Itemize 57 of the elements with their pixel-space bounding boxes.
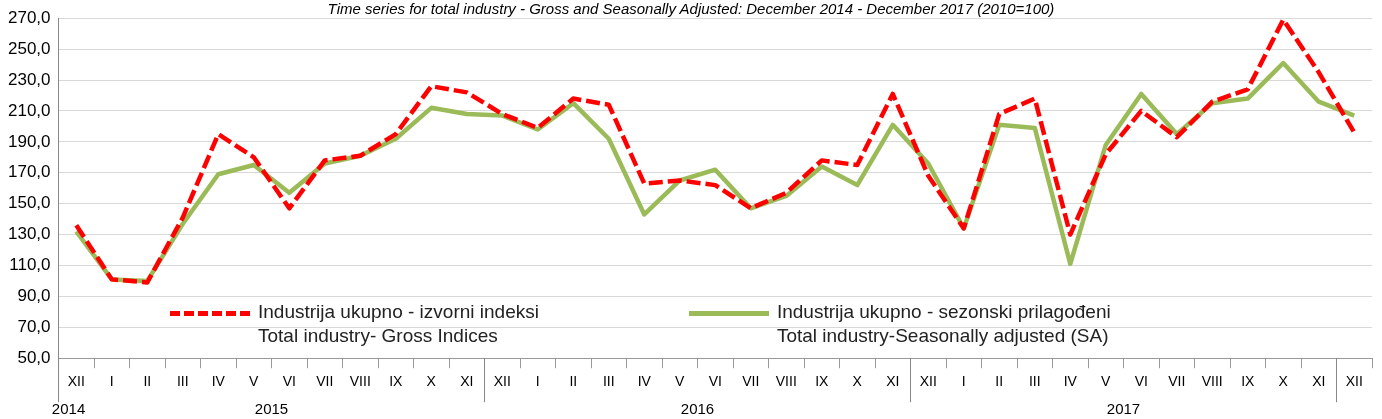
x-tick-label: III — [176, 373, 189, 390]
x-tick-label: IV — [637, 373, 652, 390]
x-tick-label: II — [569, 373, 578, 390]
y-tick-label: 170,0 — [7, 162, 51, 182]
y-tick-label: 250,0 — [7, 38, 51, 58]
x-tick-label: IV — [1063, 373, 1078, 390]
y-tick-label: 150,0 — [7, 193, 51, 213]
x-tick-label: I — [961, 373, 966, 390]
x-tick-label: VI — [708, 373, 722, 390]
x-tick-label: VIII — [349, 373, 371, 390]
x-tick-label: XII — [67, 373, 85, 390]
x-tick-label: IV — [211, 373, 226, 390]
x-tick-label: VII — [316, 373, 334, 390]
x-tick-label: VIII — [775, 373, 797, 390]
x-tick-label: IX — [1241, 373, 1256, 390]
x-tick-label: VII — [742, 373, 760, 390]
y-tick-label: 270,0 — [7, 7, 51, 27]
x-tick-label: VIII — [1201, 373, 1223, 390]
x-tick-label: III — [602, 373, 615, 390]
x-tick-label: I — [535, 373, 540, 390]
legend-label: Industrija ukupno - sezonski prilagođeni Total industry-Seasonally adjusted (SA) — [776, 300, 1111, 348]
x-tick-label: X — [426, 373, 437, 390]
x-tick-label: V — [675, 373, 686, 390]
x-tick-label: XII — [493, 373, 511, 390]
x-tick-label: XI — [886, 373, 900, 390]
line-series — [74, 18, 1357, 285]
text: 2016 — [680, 399, 715, 417]
y-tick-label: 190,0 — [7, 131, 51, 151]
x-tick-label: IX — [815, 373, 830, 390]
y-tick-label: 230,0 — [7, 69, 51, 89]
x-tick-label: XI — [460, 373, 474, 390]
x-tick-label: X — [852, 373, 863, 390]
x-tick-label: VI — [282, 373, 296, 390]
x-tick-label: IX — [389, 373, 404, 390]
text: 2015 — [254, 399, 289, 417]
y-tick-label: 110,0 — [9, 255, 51, 275]
x-tick-label: II — [995, 373, 1004, 390]
x-tick-label: I — [109, 373, 114, 390]
x-tick-label: XII — [1345, 373, 1363, 390]
legend-label: Industrija ukupno - izvorni indeksi Total industry- Gross Indices — [258, 300, 539, 348]
x-tick-label: XI — [1312, 373, 1326, 390]
y-tick-label: 70,0 — [17, 316, 51, 336]
y-tick-label: 90,0 — [17, 286, 51, 306]
text: 2017 — [1106, 399, 1141, 417]
text: 2014 — [51, 399, 86, 417]
x-tick-label: II — [143, 373, 152, 390]
x-tick-label: V — [249, 373, 260, 390]
x-tick-label: VI — [1134, 373, 1148, 390]
y-tick-label: 130,0 — [7, 224, 51, 244]
x-tick-label: X — [1278, 373, 1289, 390]
chart-title: Time series for total industry - Gross and Seasonally Adjusted: December 2014 - December 2017 (2010=100) — [327, 0, 1055, 17]
y-tick-label: 50,0 — [17, 347, 51, 367]
x-tick-label: XII — [919, 373, 937, 390]
x-tick-label: VII — [1168, 373, 1186, 390]
x-tick-label: V — [1101, 373, 1112, 390]
y-tick-label: 210,0 — [7, 100, 51, 120]
x-tick-label: III — [1028, 373, 1041, 390]
